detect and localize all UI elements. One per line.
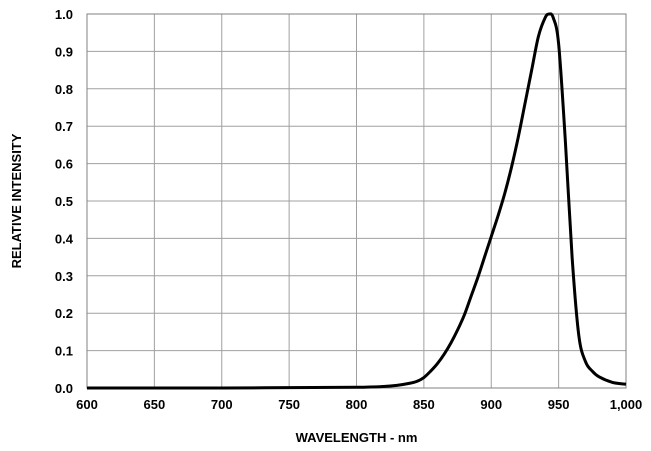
grid-lines — [86, 13, 627, 389]
y-tick-label: 0.5 — [55, 194, 73, 209]
y-tick-label: 0.7 — [55, 119, 73, 134]
x-tick-label: 900 — [480, 397, 502, 412]
y-tick-label: 0.9 — [55, 44, 73, 59]
x-axis-label: WAVELENGTH - nm — [296, 430, 418, 445]
y-tick-label: 0.3 — [55, 269, 73, 284]
x-tick-label: 850 — [413, 397, 435, 412]
x-tick-label: 600 — [76, 397, 98, 412]
intensity-curve — [86, 12, 627, 390]
x-tick-label: 750 — [278, 397, 300, 412]
x-tick-label: 1,000 — [610, 397, 643, 412]
y-tick-label: 0.0 — [55, 381, 73, 396]
x-tick-label: 650 — [144, 397, 166, 412]
x-tick-labels: 600 650 700 750 800 850 900 950 1,000 — [76, 397, 642, 412]
y-tick-label: 0.2 — [55, 306, 73, 321]
series-group — [86, 12, 627, 390]
y-tick-label: 0.6 — [55, 157, 73, 172]
y-axis-label: RELATIVE INTENSITY — [9, 133, 24, 268]
x-tick-label: 700 — [211, 397, 233, 412]
x-tick-label: 800 — [346, 397, 368, 412]
y-tick-label: 0.4 — [55, 231, 74, 246]
x-tick-label: 950 — [548, 397, 570, 412]
y-tick-label: 1.0 — [55, 7, 73, 22]
y-tick-labels: 0.0 0.1 0.2 0.3 0.4 0.5 0.6 0.7 0.8 0.9 1.0 — [55, 7, 74, 396]
y-tick-label: 0.8 — [55, 82, 73, 97]
y-tick-label: 0.1 — [55, 344, 73, 359]
